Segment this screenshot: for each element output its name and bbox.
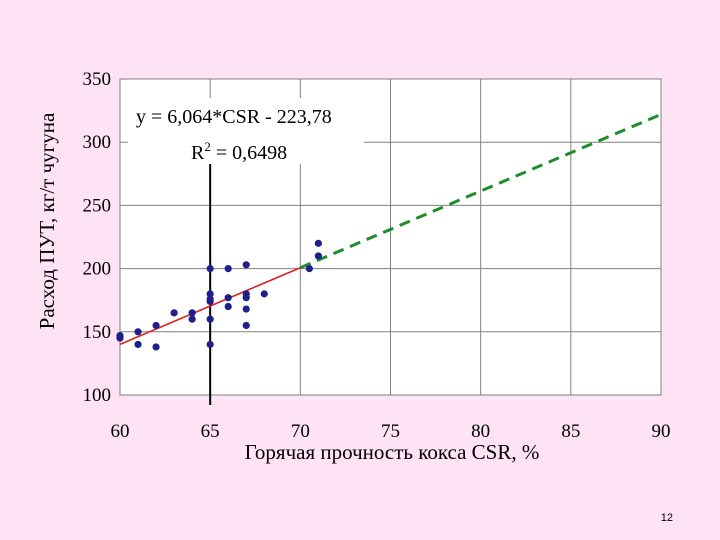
trendline-extrapolation bbox=[299, 113, 662, 270]
equation-text: y = 6,064*CSR - 223,78 bbox=[136, 106, 332, 128]
r-squared-text: R2 = 0,6498 bbox=[191, 139, 287, 164]
x-tick-label: 75 bbox=[381, 421, 400, 442]
data-point bbox=[188, 309, 196, 317]
axis-ticks: 100 150 200 250 300 350 60 65 70 75 80 85 90 bbox=[83, 69, 671, 442]
trendline-fit bbox=[119, 266, 301, 346]
data-point bbox=[242, 294, 250, 302]
data-point bbox=[242, 261, 250, 269]
y-axis-title: Расход ПУТ, кг/т чугуна bbox=[35, 112, 59, 329]
r-squared-label: R bbox=[191, 142, 205, 164]
r-squared-value: = 0,6498 bbox=[211, 142, 287, 164]
data-point bbox=[206, 290, 214, 298]
x-tick-label: 60 bbox=[111, 421, 130, 442]
scatter-points bbox=[116, 239, 322, 351]
x-tick-label: 70 bbox=[291, 421, 310, 442]
y-tick-label: 200 bbox=[83, 259, 112, 280]
data-point bbox=[152, 343, 160, 351]
data-point bbox=[116, 334, 124, 342]
data-point bbox=[242, 305, 250, 313]
y-tick-label: 300 bbox=[83, 132, 112, 153]
data-point bbox=[242, 321, 250, 330]
x-tick-label: 85 bbox=[561, 421, 580, 442]
trendline-group bbox=[119, 113, 662, 346]
data-point bbox=[314, 239, 322, 247]
data-point bbox=[152, 321, 160, 330]
y-tick-label: 250 bbox=[83, 195, 112, 216]
x-tick-label: 80 bbox=[471, 421, 490, 442]
data-point bbox=[188, 315, 196, 323]
page-number: 12 bbox=[660, 512, 673, 524]
data-point bbox=[305, 265, 313, 273]
data-point bbox=[206, 265, 214, 273]
x-tick-label: 65 bbox=[201, 421, 220, 442]
data-point bbox=[170, 309, 178, 317]
data-point bbox=[206, 340, 214, 349]
data-point bbox=[224, 294, 232, 302]
y-tick-label: 350 bbox=[83, 69, 112, 90]
x-tick-label: 90 bbox=[652, 421, 671, 442]
y-tick-label: 150 bbox=[83, 322, 112, 343]
data-point bbox=[224, 265, 232, 273]
data-point bbox=[134, 340, 142, 349]
x-axis-title: Горячая прочность кокса CSR, % bbox=[245, 440, 540, 464]
r-squared-exponent: 2 bbox=[204, 139, 211, 154]
data-point bbox=[206, 297, 214, 306]
data-point bbox=[206, 315, 214, 323]
equation-box bbox=[128, 98, 364, 164]
data-point bbox=[224, 302, 232, 311]
y-tick-label: 100 bbox=[83, 385, 112, 406]
data-point bbox=[260, 290, 268, 298]
data-point bbox=[314, 252, 322, 260]
data-point bbox=[134, 328, 142, 336]
